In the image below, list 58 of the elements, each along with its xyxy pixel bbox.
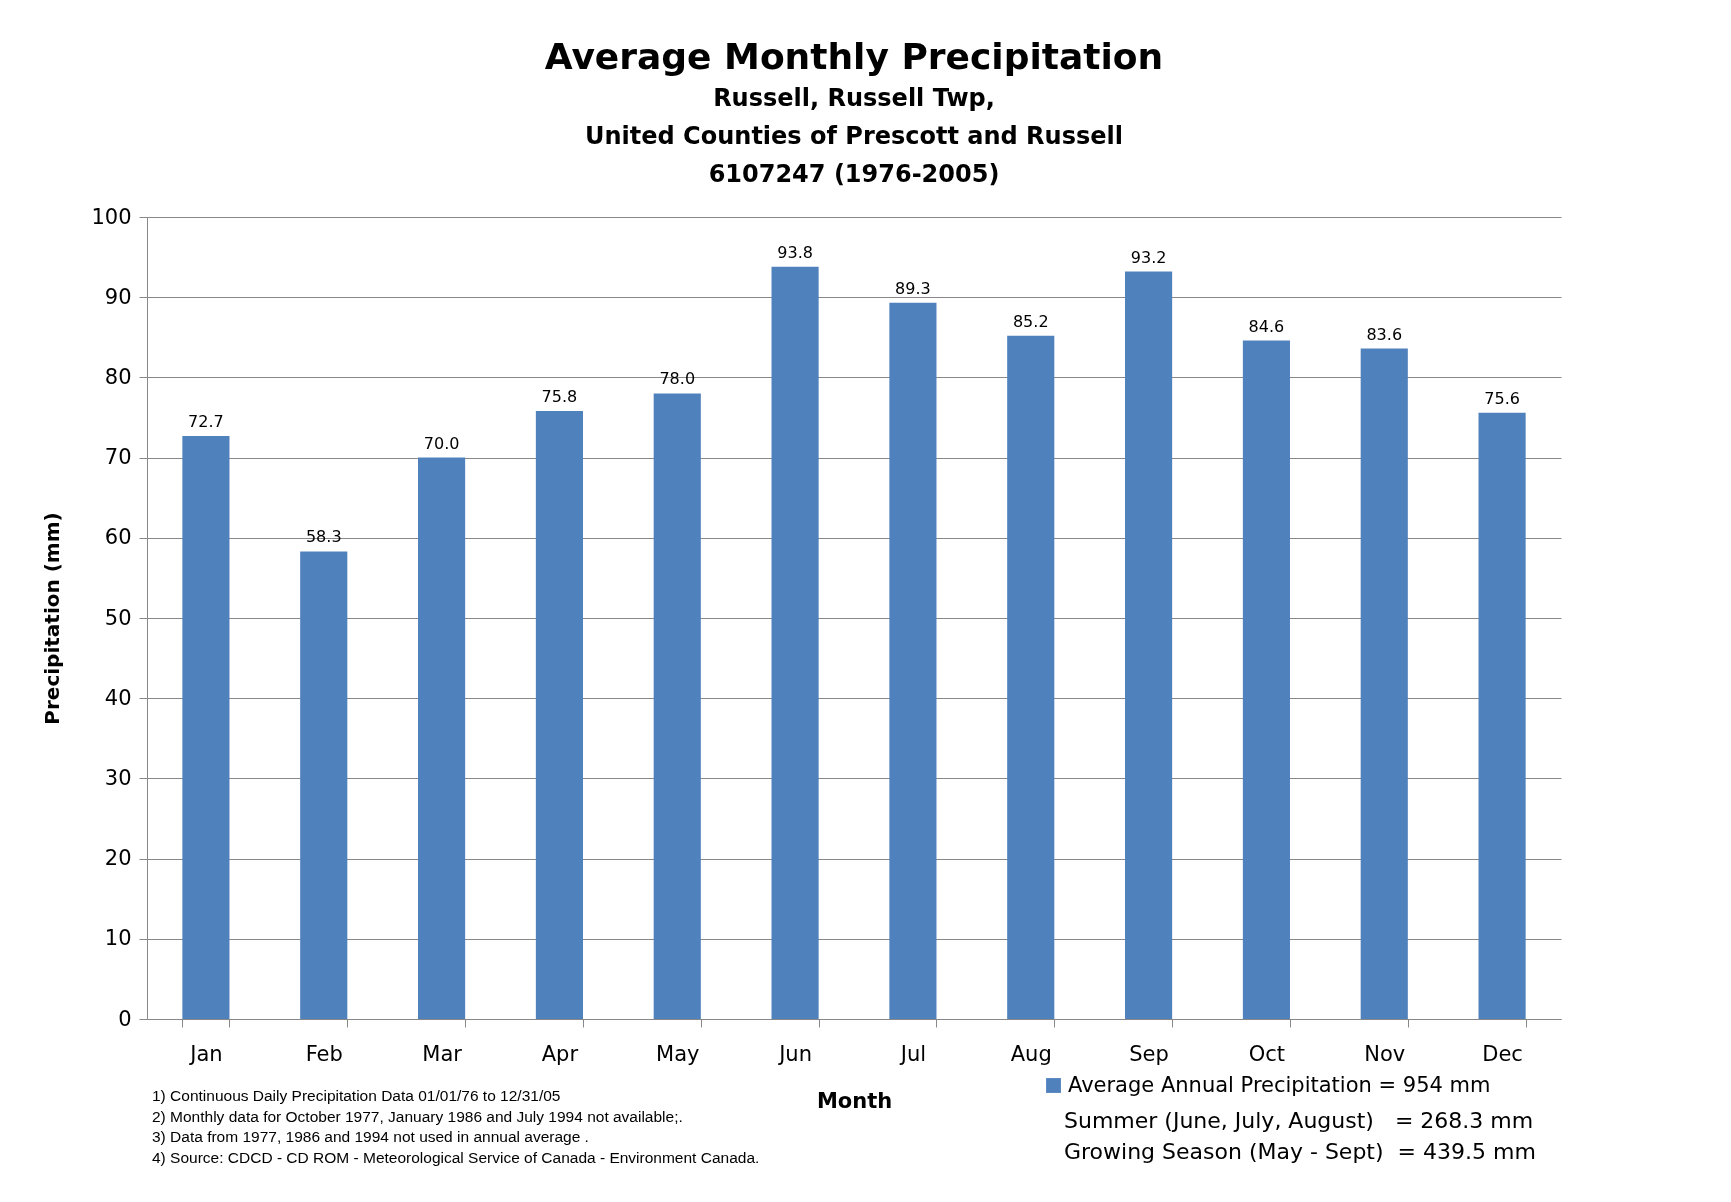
bar [1242,340,1290,1019]
text: 2) Monthly data for October 1977, January 1986 and July 1994 not available;. [152,1107,683,1125]
text: 3) Data from 1977, 1986 and 1994 not used in annual average . [152,1128,589,1145]
bar [418,457,466,1019]
y-axis-title: Precipitation (mm) [40,512,65,725]
bar [889,302,937,1019]
text: 75.6 [1484,388,1520,408]
text: 70.0 [423,433,460,453]
chart-title: Average Monthly Precipitation [544,36,1164,77]
text: 4) Source: CDCD - CD ROM - Meteorological Service of Canada - Environment Canada. [152,1148,760,1166]
x-axis-title: Month [816,1088,893,1113]
text: 85.2 [1012,311,1049,331]
y-tick-label: 10 [104,926,132,951]
bar [1007,335,1055,1019]
text: Growing Season (May - Sept) = 439.5 mm [1064,1139,1536,1164]
bar [182,435,230,1019]
text: 84.6 [1248,316,1285,336]
text: 89.3 [895,278,931,298]
x-tick-label: Dec [1482,1041,1523,1066]
y-tick-label: 40 [104,685,132,710]
x-tick-label: Jul [898,1041,927,1066]
text: 93.8 [777,242,813,262]
x-tick-label: Mar [422,1041,463,1066]
text: 93.2 [1130,247,1167,267]
x-tick-label: Feb [305,1041,343,1066]
x-tick-label: Jun [777,1041,812,1066]
bar [1360,348,1408,1019]
bar [653,393,701,1019]
bar [300,551,348,1019]
x-tick-label: Jan [188,1041,223,1066]
y-tick-label: 60 [104,525,132,550]
text: 83.6 [1366,324,1403,344]
x-tick-label: Oct [1248,1041,1286,1066]
y-tick-label: 70 [104,445,132,470]
y-tick-label: 50 [104,605,132,630]
text: 58.3 [305,527,342,547]
y-tick-label: 80 [104,364,132,389]
bar [1125,271,1173,1019]
y-tick-label: 100 [91,204,132,229]
y-tick-label: 0 [118,1006,132,1031]
x-tick-label: Apr [541,1041,579,1066]
text: Summer (June, July, August) = 268.3 mm [1064,1108,1534,1133]
bar [535,411,583,1019]
text: 1) Continuous Daily Precipitation Data 01/01/76 to 12/31/05 [152,1087,561,1104]
text: 72.7 [188,411,224,431]
bar [771,266,819,1019]
x-tick-label: May [656,1041,700,1066]
legend-label: Average Annual Precipitation = 954 mm [1068,1072,1491,1097]
text: 75.8 [541,387,578,407]
bar [1478,412,1526,1019]
y-tick-label: 30 [104,765,132,790]
x-tick-label: Nov [1364,1041,1406,1066]
x-tick-label: Aug [1010,1041,1052,1066]
y-tick-label: 20 [104,846,132,871]
y-tick-label: 90 [104,284,132,309]
text: 78.0 [659,369,696,389]
chart-subtitle: Russell, Russell Twp, United Counties of Prescott and Russell 6107247 (1976-2005) [585,84,1123,188]
x-tick-label: Sep [1129,1041,1169,1066]
